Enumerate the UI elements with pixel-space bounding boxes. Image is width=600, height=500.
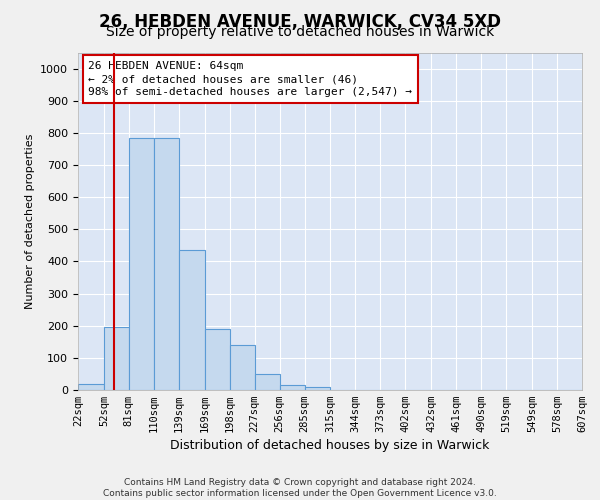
Bar	[154, 138, 179, 390]
X-axis label: Distribution of detached houses by size in Warwick: Distribution of detached houses by size …	[170, 440, 490, 452]
Text: 26 HEBDEN AVENUE: 64sqm
← 2% of detached houses are smaller (46)
98% of semi-det: 26 HEBDEN AVENUE: 64sqm ← 2% of detached…	[88, 61, 412, 98]
Y-axis label: Number of detached properties: Number of detached properties	[25, 134, 35, 309]
Bar	[179, 250, 205, 390]
Bar	[104, 328, 129, 390]
Bar	[230, 345, 254, 390]
Bar	[205, 329, 230, 390]
Text: 26, HEBDEN AVENUE, WARWICK, CV34 5XD: 26, HEBDEN AVENUE, WARWICK, CV34 5XD	[99, 12, 501, 30]
Bar	[129, 138, 154, 390]
Bar	[254, 374, 280, 390]
Text: Size of property relative to detached houses in Warwick: Size of property relative to detached ho…	[106, 25, 494, 39]
Text: Contains HM Land Registry data © Crown copyright and database right 2024.
Contai: Contains HM Land Registry data © Crown c…	[103, 478, 497, 498]
Bar	[305, 387, 331, 390]
Bar	[280, 385, 305, 390]
Bar	[78, 384, 104, 390]
